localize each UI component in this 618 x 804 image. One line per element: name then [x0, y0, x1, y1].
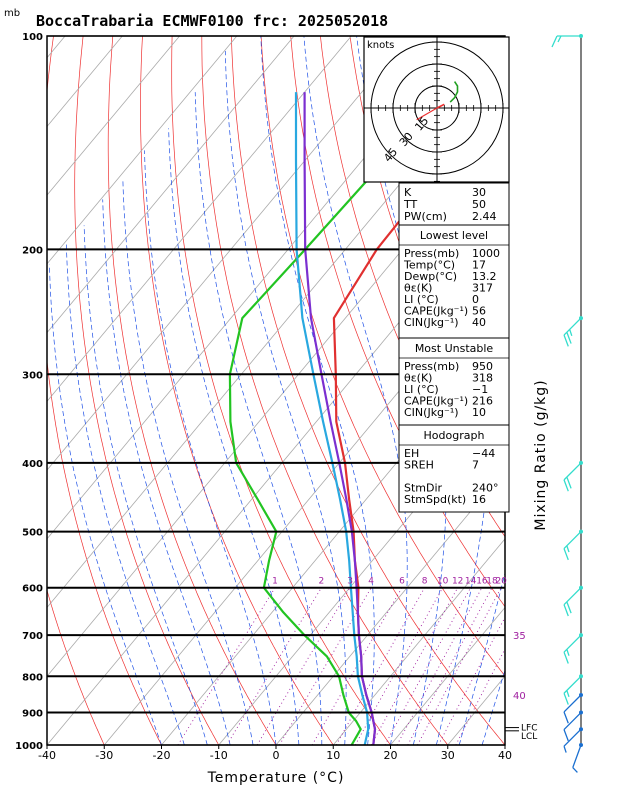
wind-barb-half	[558, 36, 561, 42]
wind-barb-staff	[573, 745, 581, 768]
x-tick-label: 0	[273, 749, 280, 762]
wind-barb-flag	[560, 693, 571, 704]
lcl-label: LCL	[521, 732, 537, 742]
x-tick-label: -40	[38, 749, 56, 762]
index-label: PW(cm)	[404, 210, 447, 223]
indices-section-header: Lowest level	[420, 229, 488, 242]
dry-adiabat	[582, 20, 618, 760]
index-label: CIN(Jkg⁻¹)	[404, 316, 459, 329]
wind-barb-flag	[560, 549, 571, 560]
wind-barb	[560, 635, 588, 663]
wind-barb-flag	[552, 36, 557, 47]
mixing-ratio-line	[178, 588, 275, 745]
wind-barb-staff	[564, 695, 581, 712]
dry-adiabat	[611, 20, 618, 760]
pressure-tick-label: 700	[22, 631, 43, 642]
pressure-tick-label: 600	[22, 584, 43, 595]
mixing-ratio-label: 12	[452, 577, 463, 587]
indices-section-header: Hodograph	[424, 429, 485, 442]
pressure-tick-label: 100	[22, 32, 43, 43]
wind-barb-half	[562, 746, 568, 752]
mixing-ratio-line	[227, 588, 322, 745]
pressure-tick-label: 400	[22, 459, 43, 470]
x-tick-label: -10	[210, 749, 228, 762]
dry-adiabat	[553, 20, 618, 760]
profile-parcel	[305, 92, 375, 745]
wind-barb-staff	[564, 713, 581, 730]
isotherm	[0, 36, 351, 745]
x-tick-label: -20	[153, 749, 171, 762]
plot-lines	[0, 20, 618, 760]
pressure-tick-label: 800	[22, 672, 43, 683]
chart-title: BoccaTrabaria ECMWF0100 frc: 2025052018	[36, 12, 388, 30]
pressure-tick-label: 500	[22, 528, 43, 539]
index-label: CIN(Jkg⁻¹)	[404, 406, 459, 419]
dry-adiabat	[40, 20, 169, 760]
mixing-ratio-line	[257, 588, 350, 745]
mixing-ratio-line	[385, 588, 471, 745]
x-tick-label: 20	[384, 749, 398, 762]
isotherm	[0, 36, 122, 745]
dry-adiabat	[75, 20, 228, 760]
wind-barb	[560, 588, 588, 616]
mixing-ratio-label: 14	[465, 577, 477, 587]
mixing-ratio-label: 2	[319, 577, 325, 587]
mixing-ratio-label: 20	[495, 577, 507, 587]
moist-adiabat	[225, 51, 346, 745]
mixing-ratio-line	[438, 588, 520, 745]
hodograph-unit-label: knots	[367, 40, 394, 51]
moist-adiabat	[49, 265, 161, 746]
mixing-ratio-label: 4	[368, 577, 374, 587]
wind-barb	[560, 676, 588, 704]
mixing-ratio-label: 1	[272, 577, 278, 587]
dry-adiabat	[494, 20, 618, 760]
mixing-ratio-line	[456, 588, 537, 745]
mixing-ratio-line	[336, 588, 424, 745]
wind-barb	[560, 463, 588, 491]
mixing-ratio-label: 10	[437, 577, 449, 587]
wind-barb	[552, 36, 581, 47]
index-label: SREH	[404, 459, 434, 472]
mixing-ratio-label: 8	[422, 577, 428, 587]
side-label: 35	[513, 631, 526, 642]
index-value: 16	[472, 493, 486, 506]
mixing-ratio-axis-label: Mixing Ratio (g/kg)	[533, 379, 549, 530]
x-axis-label: Temperature (°C)	[207, 770, 345, 786]
mixing-ratio-label: 6	[399, 577, 405, 587]
pressure-tick-label: 900	[22, 709, 43, 720]
wind-barb	[560, 713, 588, 741]
x-tick-label: -30	[95, 749, 113, 762]
isotherm	[0, 36, 8, 745]
wind-barb-flag	[560, 652, 571, 663]
moist-adiabat	[84, 225, 207, 745]
side-label: 40	[513, 691, 526, 702]
x-tick-label: 10	[326, 749, 340, 762]
moist-adiabat	[145, 150, 277, 745]
dry-adiabat	[4, 20, 112, 760]
isotherm	[0, 36, 409, 745]
mixing-ratio-label: 3	[347, 577, 353, 587]
pressure-tick-label: 200	[22, 245, 43, 256]
index-value: 7	[472, 459, 479, 472]
index-value: 2.44	[472, 210, 497, 223]
wind-barb	[560, 318, 588, 346]
wind-barb-half	[572, 768, 579, 773]
plot-area: 1002003004005006007008009001000-40-30-20…	[0, 5, 618, 772]
index-value: 40	[472, 316, 486, 329]
x-tick-label: 30	[441, 749, 455, 762]
moist-adiabat	[195, 92, 322, 745]
dry-adiabat	[108, 20, 285, 760]
moist-adiabat	[103, 199, 231, 745]
index-label: StmSpd(kt)	[404, 493, 466, 506]
pressure-tick-label: 300	[22, 370, 43, 381]
wind-barb-flag	[560, 712, 571, 723]
index-value: 10	[472, 406, 486, 419]
x-tick-label: 40	[498, 749, 512, 762]
pressure-unit-label: mb	[4, 8, 20, 19]
wind-barb	[560, 532, 588, 560]
wind-barb	[572, 745, 587, 772]
indices-section-header: Most Unstable	[415, 342, 494, 355]
